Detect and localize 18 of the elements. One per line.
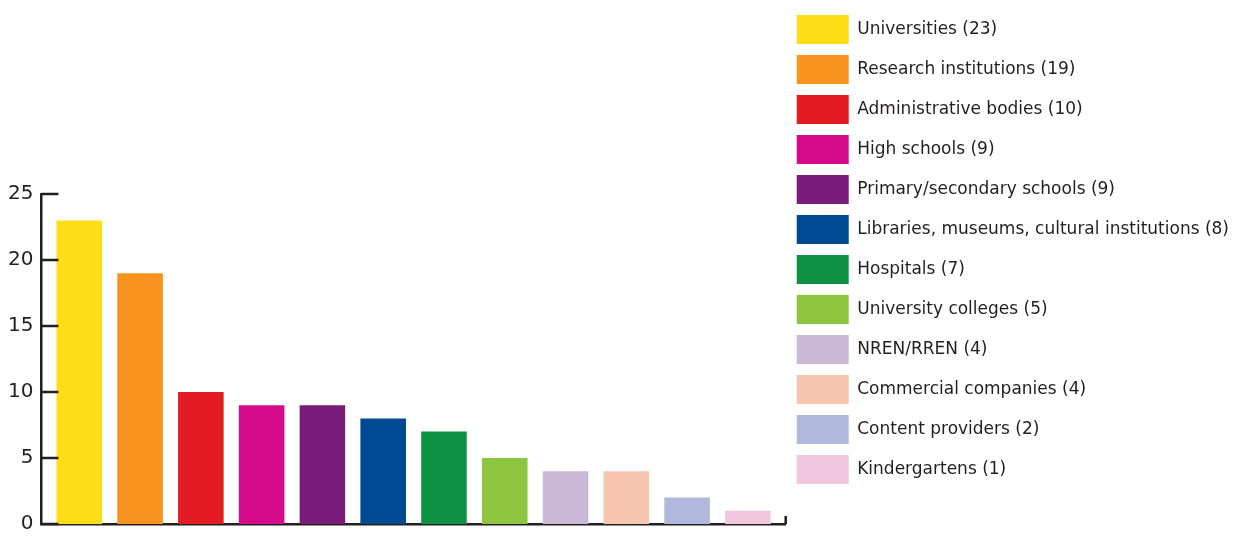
- y-tick-label: 20: [8, 246, 34, 271]
- legend-label: Research institutions (19): [857, 57, 1076, 78]
- legend-label: Administrative bodies (10): [857, 97, 1083, 118]
- legend-label: Commercial companies (4): [857, 377, 1087, 398]
- legend-label: Primary/secondary schools (9): [857, 177, 1115, 198]
- y-tick-label: 15: [8, 312, 34, 337]
- legend-label: NREN/RREN (4): [857, 337, 988, 358]
- y-tick-label: 0: [20, 510, 34, 535]
- y-tick-label: 5: [20, 444, 34, 469]
- legend-label: Universities (23): [857, 17, 998, 38]
- legend-label: High schools (9): [857, 137, 995, 158]
- y-tick-label: 25: [8, 180, 34, 205]
- legend-label: University colleges (5): [857, 297, 1048, 318]
- legend-label: Libraries, museums, cultural institutions (8): [857, 217, 1230, 238]
- y-tick-label: 10: [8, 378, 34, 403]
- legend-label: Hospitals (7): [857, 257, 965, 278]
- legend-label: Kindergartens (1): [857, 457, 1007, 478]
- legend-label: Content providers (2): [857, 417, 1040, 438]
